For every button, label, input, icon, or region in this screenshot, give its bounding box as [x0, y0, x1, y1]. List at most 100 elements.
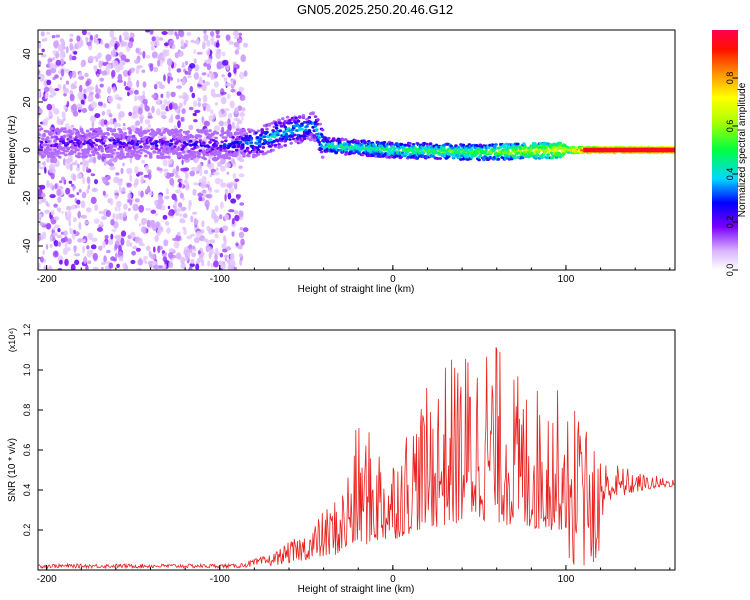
spectrogram-noise-blob [180, 262, 186, 269]
colorbar-label: Normalized spectral amplitude [737, 82, 748, 217]
spectrogram-noise-blob [128, 111, 133, 117]
spectrogram-ridge-blob [157, 148, 161, 152]
y-tick-label: 1.0 [22, 364, 32, 377]
spectrogram-ridge-blob [154, 140, 159, 144]
x-tick-label: -100 [210, 574, 230, 585]
spectrogram-noise-blob [83, 256, 88, 265]
spectrogram-noise-blob [46, 31, 51, 35]
spectrogram-ridge-blob [540, 156, 544, 160]
spectrogram-noise-blob [140, 117, 143, 124]
spectrogram-noise-blob [39, 256, 44, 263]
spectrogram-noise-blob [57, 43, 64, 52]
spectrogram-ridge-blob [304, 128, 308, 132]
spectrogram-noise-blob [57, 241, 62, 247]
spectrogram-noise-blob [224, 162, 231, 169]
spectrogram-ridge-blob [277, 118, 281, 122]
spectrogram-noise-blob [162, 50, 168, 58]
spectrogram-ridge-blob [179, 134, 183, 138]
spectrogram-ridge-blob [76, 148, 80, 152]
spectrogram-noise-blob [208, 159, 211, 165]
y-tick-label: 0.6 [22, 444, 32, 457]
spectrogram-ridge-blob [65, 149, 69, 153]
spectrogram-noise-blob [201, 84, 207, 92]
spectrogram-ridge-blob [154, 144, 159, 148]
spectrogram-noise-blob [163, 99, 168, 105]
spectrogram-noise-blob [181, 61, 185, 68]
spectrogram-ridge-blob [301, 114, 306, 117]
spectrogram-noise-blob [197, 102, 201, 108]
spectrogram-noise-blob [134, 166, 139, 175]
spectrogram-ridge-blob [319, 144, 324, 148]
spectrogram-noise-blob [70, 82, 75, 90]
x-tick-label: -200 [37, 574, 57, 585]
spectrogram-noise-blob [126, 182, 132, 188]
spectrogram-noise-blob [99, 83, 104, 88]
spectrogram-noise-blob [207, 246, 212, 252]
spectrogram-noise-blob [172, 237, 178, 241]
spectrogram-noise-blob [64, 241, 68, 249]
spectrogram-noise-blob [135, 120, 141, 126]
spectrogram-noise-blob [187, 71, 192, 76]
spectrogram-ridge-blob [533, 142, 537, 145]
spectrogram-ridge-blob [242, 152, 246, 156]
spectrogram-y-label: Frequency (Hz) [7, 116, 18, 185]
spectrogram-noise-blob [200, 182, 207, 189]
spectrogram-noise-blob [73, 245, 78, 251]
spectrogram-noise-blob [153, 246, 156, 253]
spectrogram-noise-blob [146, 219, 151, 228]
spectrogram-ridge-blob [347, 143, 352, 147]
spectrogram-noise-blob [44, 92, 48, 100]
spectrogram-ridge-blob [116, 151, 120, 155]
spectrogram-noise-blob [116, 96, 123, 101]
spectrogram-noise-blob [241, 107, 246, 112]
spectrogram-noise-blob [193, 58, 197, 64]
spectrogram-noise-blob [237, 38, 243, 43]
spectrogram-noise-blob [63, 236, 68, 243]
spectrogram-noise-blob [52, 57, 55, 61]
spectrogram-noise-blob [40, 31, 45, 37]
spectrogram-noise-blob [226, 171, 230, 175]
spectrogram-ridge-blob [75, 129, 79, 132]
spectrogram-noise-blob [38, 213, 42, 218]
spectrogram-noise-blob [209, 173, 213, 177]
spectrogram-ridge-blob [394, 142, 399, 145]
spectrogram-noise-blob [145, 30, 150, 33]
spectrogram-noise-blob [135, 247, 141, 252]
spectrogram-ridge-blob [186, 130, 190, 134]
spectrogram-ridge-blob [502, 145, 507, 149]
spectrogram-noise-blob [213, 215, 220, 222]
spectrogram-ridge-blob [241, 146, 245, 149]
spectrogram-noise-blob [224, 193, 227, 202]
spectrogram-noise-blob [234, 49, 239, 55]
spectrogram-noise-blob [189, 86, 194, 93]
spectrogram-noise-blob [55, 59, 61, 66]
spectrogram-ridge-blob [220, 140, 224, 144]
spectrogram-ridge-blob [215, 131, 220, 135]
spectrogram-noise-blob [198, 196, 203, 202]
spectrogram-noise-blob [76, 199, 81, 205]
x-tick-label: 0 [390, 574, 396, 585]
spectrogram-noise-blob [211, 229, 215, 233]
spectrogram-noise-blob [59, 76, 63, 81]
spectrogram-noise-blob [53, 216, 60, 221]
spectrogram-ridge-blob [460, 154, 464, 158]
spectrogram-noise-blob [54, 224, 60, 229]
spectrogram-ridge-blob [489, 151, 494, 155]
spectrogram-ridge-blob [66, 146, 71, 150]
y-tick-label: -20 [22, 190, 33, 205]
spectrogram-ridge-blob [138, 141, 142, 145]
spectrogram-ridge-blob [493, 147, 497, 151]
spectrogram-noise-blob [191, 245, 196, 250]
spectrogram-noise-blob [138, 223, 142, 227]
spectrogram-noise-blob [165, 91, 170, 99]
spectrogram-noise-blob [193, 219, 199, 225]
spectrogram-ridge-blob [173, 145, 177, 149]
spectrogram-noise-blob [46, 103, 53, 111]
spectrogram-noise-blob [53, 108, 60, 115]
spectrogram-noise-blob [69, 71, 73, 80]
colorbar: 0.0 0.2 0.4 0.6 0.8 Normalized spectral ampl… [712, 30, 748, 276]
spectrogram-noise-blob [232, 30, 240, 37]
spectrogram-noise-blob [87, 232, 94, 240]
spectrogram-ridge-blob [506, 150, 510, 153]
spectrogram-noise-blob [144, 119, 151, 125]
